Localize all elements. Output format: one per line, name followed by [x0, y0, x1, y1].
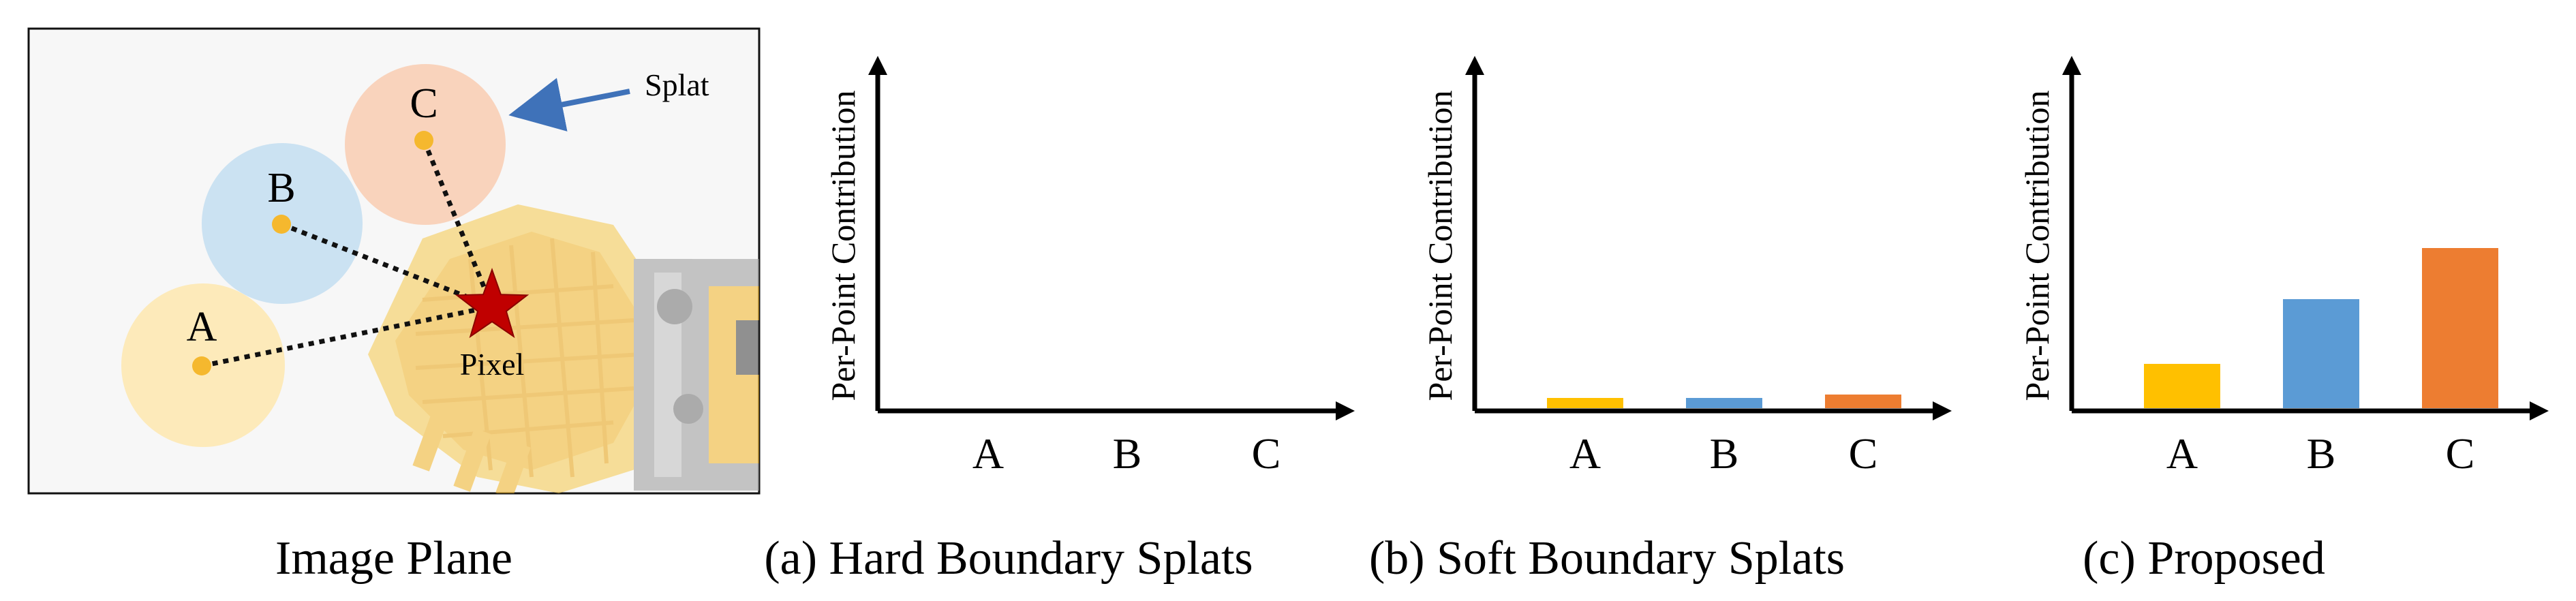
image-plane-caption: Image Plane	[275, 532, 512, 585]
chart-a-tick-a: A	[972, 429, 1004, 478]
chart-c-bar-c	[2422, 248, 2498, 408]
chart-b-ylabel: Per-Point Contribution	[1421, 91, 1459, 401]
point-b-label: B	[267, 165, 295, 211]
chart-c-caption: (c) Proposed	[2083, 532, 2325, 585]
pixel-label: Pixel	[460, 347, 525, 382]
chart-a-tick-c: C	[1252, 429, 1281, 478]
chart-b-bar-a	[1547, 398, 1623, 408]
chart-a-tick-b: B	[1113, 429, 1142, 478]
pixel-star-icon	[455, 268, 530, 339]
chart-b-caption: (b) Soft Boundary Splats	[1369, 532, 1845, 585]
distance-lines	[201, 139, 495, 369]
chart-c-tick-c: C	[2446, 429, 2475, 478]
chart-c-ylabel: Per-Point Contribution	[2018, 91, 2056, 401]
chart-b-bar-b	[1686, 398, 1762, 408]
point-a-label: A	[187, 304, 217, 350]
chart-c-y-arrow-icon	[2062, 56, 2081, 75]
chart-b-tick-c: C	[1849, 429, 1878, 478]
splat-arrow-icon	[508, 78, 630, 132]
point-c-label: C	[410, 80, 438, 127]
point-b-center	[272, 215, 291, 234]
chart-b-x-arrow-icon	[1933, 401, 1952, 420]
chart-c-tick-a: A	[2166, 429, 2198, 478]
point-c-center	[414, 131, 433, 150]
point-a-center	[192, 356, 211, 375]
chart-a-x-arrow-icon	[1336, 401, 1355, 420]
chart-c-bar-b	[2283, 299, 2359, 408]
chart-a-ylabel: Per-Point Contribution	[824, 91, 862, 401]
chart-b-tick-b: B	[1710, 429, 1739, 478]
chart-c-bar-a	[2144, 364, 2220, 408]
chart-a: Per-Point Contribution A B C	[824, 56, 1355, 478]
chart-c-x-arrow-icon	[2530, 401, 2549, 420]
chart-c-tick-b: B	[2307, 429, 2336, 478]
chart-a-caption: (a) Hard Boundary Splats	[764, 532, 1253, 585]
chart-b: Per-Point Contribution A B C	[1421, 56, 1952, 478]
chart-b-y-arrow-icon	[1465, 56, 1484, 75]
chart-c: Per-Point Contribution A B C	[2018, 56, 2549, 478]
splat-annotation: Splat	[645, 67, 709, 102]
chart-a-y-arrow-icon	[868, 56, 887, 75]
chart-b-tick-a: A	[1569, 429, 1601, 478]
chart-b-bar-c	[1825, 395, 1901, 408]
image-plane-panel: A B C Pixel Splat	[27, 27, 761, 495]
